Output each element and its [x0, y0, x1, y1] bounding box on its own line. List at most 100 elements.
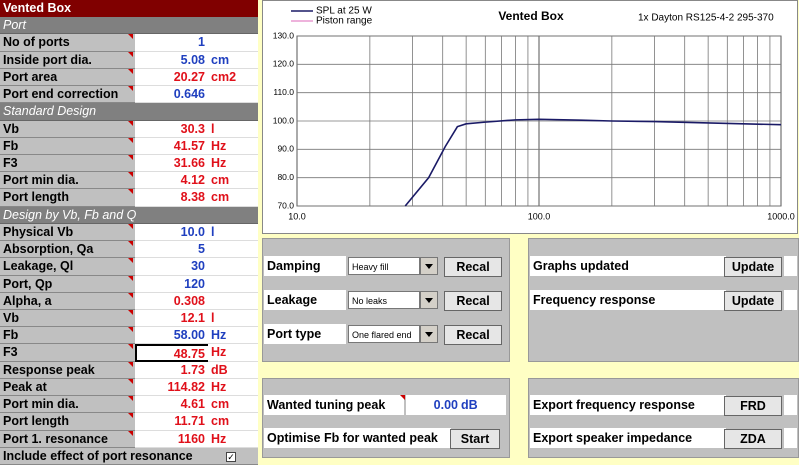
- section-header: Standard Design: [0, 103, 258, 121]
- row-unit: [208, 292, 258, 310]
- comment-marker: [128, 258, 133, 264]
- row-value[interactable]: 20.27: [135, 68, 208, 87]
- row-unit: l: [208, 310, 258, 328]
- row-unit: cm: [208, 189, 258, 207]
- comment-marker: [128, 189, 133, 195]
- row-label: Response peak: [0, 361, 135, 379]
- chart-subtitle: 1x Dayton RS125-4-2 295-370: [638, 13, 774, 24]
- button[interactable]: FRD: [724, 396, 782, 416]
- row-label: Leakage: [264, 290, 346, 310]
- row-label: F3: [0, 155, 135, 173]
- arrow-icon: [425, 332, 433, 337]
- row-value[interactable]: 58.00: [135, 327, 208, 345]
- row-label: Vb: [0, 310, 135, 328]
- y-tick-label: 70.0: [277, 200, 294, 210]
- row-label: Port, Qp: [0, 275, 135, 293]
- chart-title: Vented Box: [498, 9, 564, 23]
- row-value[interactable]: 1.73: [135, 361, 208, 379]
- row-unit: [208, 275, 258, 293]
- chart: 10.0 100.0 1000.0 70.0 80.0 90.0 100.0 110.0 120…: [262, 0, 798, 234]
- comment-marker: [128, 155, 133, 160]
- dropdown[interactable]: One flared end: [348, 325, 420, 343]
- row-label: Port area: [0, 68, 135, 87]
- row-value[interactable]: 8.38: [135, 189, 208, 207]
- row-value[interactable]: 120: [135, 275, 208, 293]
- y-tick-label: 80.0: [277, 172, 294, 182]
- row-label: Peak at: [0, 378, 135, 397]
- row-value[interactable]: 4.12: [135, 172, 208, 190]
- button[interactable]: Start: [450, 429, 500, 449]
- row-value[interactable]: 5.08: [135, 51, 208, 69]
- row-value[interactable]: 41.57: [135, 137, 208, 155]
- row-unit: dB: [458, 395, 506, 415]
- row-unit: [208, 258, 258, 276]
- y-tick-label: 90.0: [277, 144, 294, 154]
- row-unit: Hz: [208, 344, 258, 362]
- checkbox[interactable]: ✓: [226, 451, 236, 462]
- row-label: Port 1. resonance: [0, 430, 135, 448]
- row-value[interactable]: 30.3: [135, 120, 208, 138]
- button[interactable]: Update: [724, 257, 782, 277]
- row-value[interactable]: 12.1: [135, 310, 208, 328]
- row-label: Wanted tuning peak: [264, 395, 404, 415]
- comment-marker: [128, 275, 133, 281]
- button[interactable]: Recal: [444, 291, 502, 311]
- y-tick-label: 130.0: [273, 30, 295, 40]
- row-value[interactable]: 31.66: [135, 155, 208, 173]
- row-unit: Hz: [208, 327, 258, 345]
- dropdown[interactable]: Heavy fill: [348, 257, 420, 275]
- row-label: Inside port dia.: [0, 51, 135, 69]
- row-unit: [208, 34, 258, 52]
- row-unit: cm: [208, 413, 258, 431]
- row-value[interactable]: 30: [135, 258, 208, 276]
- comment-marker: [128, 68, 133, 74]
- cell: [784, 290, 797, 310]
- arrow-icon: [425, 298, 433, 303]
- button[interactable]: Recal: [444, 257, 502, 277]
- button[interactable]: Update: [724, 291, 782, 311]
- row-unit: [208, 241, 258, 259]
- button[interactable]: ZDA: [724, 429, 782, 449]
- row-unit: Hz: [208, 155, 258, 173]
- row-unit: l: [208, 223, 258, 242]
- row-label: Port length: [0, 189, 135, 207]
- legend-label: SPL at 25 W: [316, 6, 372, 17]
- row-value[interactable]: 1: [135, 34, 208, 52]
- row-value[interactable]: 48.75: [135, 344, 208, 362]
- row-value[interactable]: 0.00: [406, 395, 458, 415]
- comment-marker: [128, 396, 133, 402]
- row-value[interactable]: 11.71: [135, 413, 208, 431]
- row-label: Vb: [0, 120, 135, 138]
- cell: [784, 395, 797, 415]
- row-label: Port length: [0, 413, 135, 431]
- comment-marker: [128, 310, 133, 315]
- row-unit: cm: [208, 396, 258, 414]
- legend-label: Piston range: [316, 16, 373, 27]
- row-value[interactable]: 10.0: [135, 223, 208, 242]
- arrow-icon: [425, 264, 433, 269]
- comment-marker: [128, 86, 133, 92]
- cell: [784, 256, 797, 276]
- row-value[interactable]: 5: [135, 241, 208, 259]
- row-value[interactable]: 0.308: [135, 292, 208, 310]
- dropdown[interactable]: No leaks: [348, 291, 420, 309]
- comment-marker: [128, 361, 133, 367]
- row-value[interactable]: 4.61: [135, 396, 208, 414]
- dropdown-arrow[interactable]: [420, 325, 438, 343]
- row-value[interactable]: 114.82: [135, 378, 208, 397]
- dropdown-arrow[interactable]: [420, 257, 438, 275]
- row-label: Frequency response: [530, 290, 726, 310]
- comment-marker: [128, 137, 133, 143]
- row-label: F3: [0, 344, 135, 362]
- series-line: [404, 118, 782, 207]
- comment-marker: [128, 430, 133, 436]
- comment-marker: [128, 292, 133, 298]
- dropdown-arrow[interactable]: [420, 291, 438, 309]
- sheet-title: Vented Box: [0, 0, 258, 17]
- row-value[interactable]: 0.646: [135, 86, 208, 104]
- x-tick-label: 1000.0: [767, 211, 795, 221]
- row-label: Physical Vb: [0, 223, 135, 242]
- row-value[interactable]: 1160: [135, 430, 208, 448]
- row-unit: [208, 86, 258, 104]
- button[interactable]: Recal: [444, 325, 502, 345]
